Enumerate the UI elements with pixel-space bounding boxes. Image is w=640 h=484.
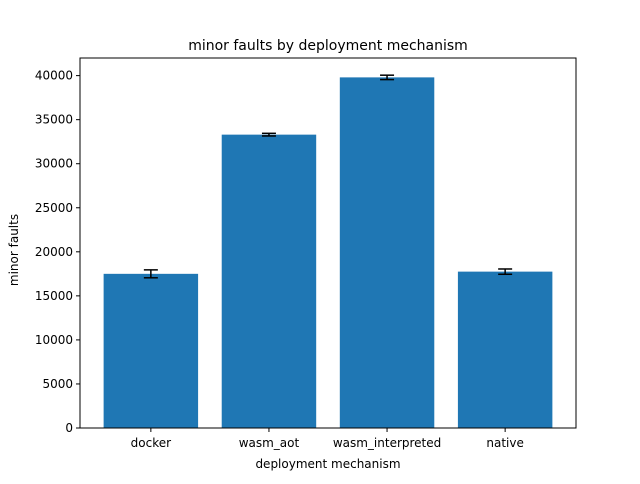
y-axis-label: minor faults — [7, 214, 21, 286]
bar-native — [457, 271, 553, 428]
x-axis: docker wasm_aot wasm_interpreted native — [131, 428, 524, 450]
bar-wasm_interpreted — [339, 77, 435, 428]
chart-title: minor faults by deployment mechanism — [188, 38, 468, 54]
x-tick-label-wasm_interpreted: wasm_interpreted — [333, 436, 441, 450]
x-tick-label-wasm_aot: wasm_aot — [239, 436, 300, 450]
x-tick-label-docker: docker — [131, 436, 171, 450]
bar-docker — [103, 273, 199, 428]
y-tick-label-10000: 10000 — [35, 333, 73, 347]
plot-frame — [79, 57, 577, 429]
y-tick-label-5000: 5000 — [42, 377, 73, 391]
error-bar-docker — [143, 269, 158, 279]
bar-wasm_aot — [221, 134, 317, 428]
y-axis: 0 5000 10000 15000 20000 25000 30000 35000 40000 — [35, 69, 80, 435]
x-tick-label-native: native — [486, 436, 523, 450]
y-tick-label-25000: 25000 — [35, 201, 73, 215]
error-bar-native — [498, 268, 513, 276]
error-bar-wasm_interpreted — [380, 74, 395, 81]
y-tick-label-15000: 15000 — [35, 289, 73, 303]
x-axis-label: deployment mechanism — [255, 457, 400, 471]
error-bar-wasm_aot — [261, 132, 276, 137]
y-tick-label-20000: 20000 — [35, 245, 73, 259]
plot-area — [79, 57, 577, 429]
y-tick-label-40000: 40000 — [35, 69, 73, 83]
y-tick-label-30000: 30000 — [35, 157, 73, 171]
y-tick-label-0: 0 — [65, 421, 73, 435]
y-tick-label-35000: 35000 — [35, 113, 73, 127]
